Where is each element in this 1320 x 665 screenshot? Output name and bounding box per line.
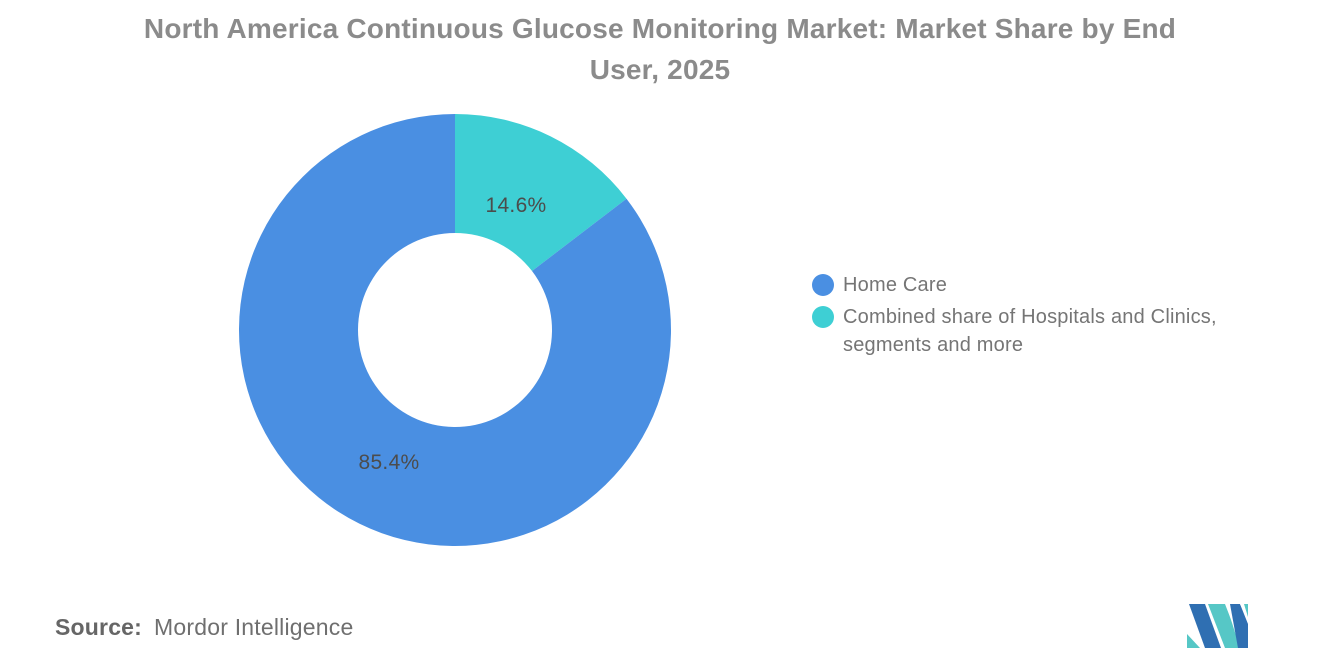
donut-slice-1[interactable]	[238, 113, 671, 546]
source-line: Source: Mordor Intelligence	[55, 612, 353, 642]
slice-label-hospitals: 14.6%	[485, 194, 547, 217]
legend-marker-hospitals-icon	[812, 306, 834, 328]
donut-chart: 14.6% 85.4%	[230, 105, 680, 555]
legend-label-hospitals: Combined share of Hospitals and Clinics,…	[843, 306, 1217, 356]
legend-item-home-care[interactable]: Home Care	[812, 271, 1288, 299]
chart-legend: Home Care Combined share of Hospitals an…	[812, 271, 1288, 363]
donut-chart-svg	[238, 113, 671, 546]
mordor-intelligence-logo-icon	[1187, 604, 1248, 648]
chart-title-line1: North America Continuous Glucose Monitor…	[143, 13, 1177, 44]
legend-label-home-care: Home Care	[843, 274, 948, 296]
legend-item-hospitals[interactable]: Combined share of Hospitals and Clinics,…	[812, 303, 1288, 359]
legend-marker-home-care-icon	[812, 274, 834, 296]
source-label: Source:	[55, 614, 143, 640]
source-text: Mordor Intelligence	[154, 614, 354, 640]
slice-label-home-care: 85.4%	[358, 451, 420, 474]
donut-slice-0[interactable]	[455, 114, 627, 272]
chart-title: North America Continuous Glucose Monitor…	[60, 8, 1260, 90]
donut-slices	[238, 113, 671, 546]
chart-title-line2: User, 2025	[589, 54, 731, 85]
